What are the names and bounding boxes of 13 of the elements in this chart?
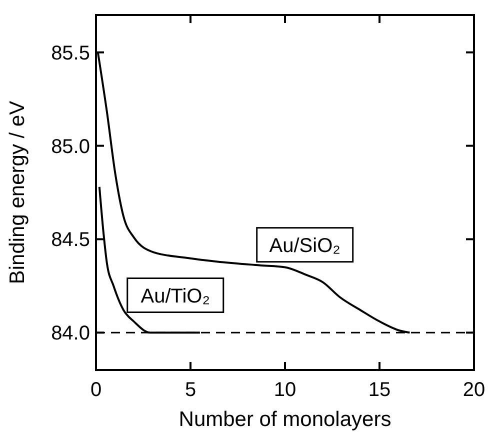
x-tick-label: 5	[184, 379, 196, 401]
series-label: Au/SiO₂	[269, 234, 340, 257]
x-tick-label: 10	[274, 379, 296, 401]
y-tick-label: 84.5	[51, 229, 90, 252]
series-label: Au/TiO₂	[140, 285, 210, 308]
y-tick-label: 85.0	[51, 136, 90, 158]
x-tick-label: 20	[462, 379, 486, 401]
x-tick-label: 0	[90, 379, 102, 401]
y-tick-label: 84.0	[51, 322, 90, 345]
x-axis-title: Number of monolayers	[178, 408, 392, 431]
y-axis-title: Binding energy / eV	[6, 100, 29, 284]
x-tick-label: 15	[368, 379, 391, 401]
y-tick-label: 85.5	[51, 42, 90, 64]
